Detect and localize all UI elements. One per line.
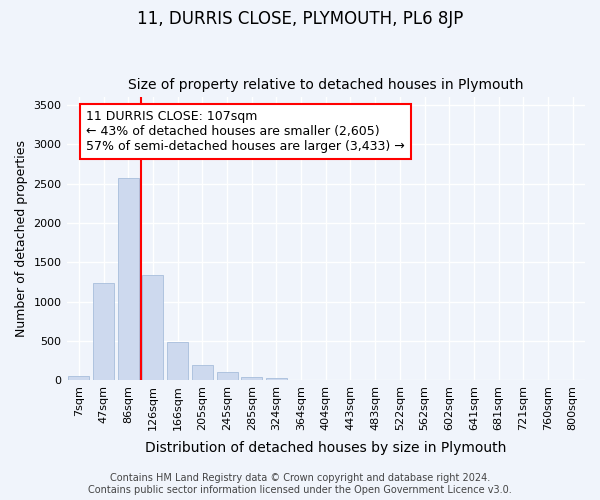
Bar — [118, 178, 139, 380]
Bar — [142, 275, 163, 380]
Y-axis label: Number of detached properties: Number of detached properties — [15, 140, 28, 337]
Bar — [192, 364, 213, 380]
Bar — [68, 376, 89, 380]
Text: Contains HM Land Registry data © Crown copyright and database right 2024.
Contai: Contains HM Land Registry data © Crown c… — [88, 474, 512, 495]
Bar — [93, 284, 114, 380]
Bar — [167, 342, 188, 380]
Text: 11 DURRIS CLOSE: 107sqm
← 43% of detached houses are smaller (2,605)
57% of semi: 11 DURRIS CLOSE: 107sqm ← 43% of detache… — [86, 110, 405, 153]
Bar — [266, 378, 287, 380]
Text: 11, DURRIS CLOSE, PLYMOUTH, PL6 8JP: 11, DURRIS CLOSE, PLYMOUTH, PL6 8JP — [137, 10, 463, 28]
Bar — [217, 372, 238, 380]
Bar — [241, 377, 262, 380]
Title: Size of property relative to detached houses in Plymouth: Size of property relative to detached ho… — [128, 78, 524, 92]
X-axis label: Distribution of detached houses by size in Plymouth: Distribution of detached houses by size … — [145, 441, 506, 455]
